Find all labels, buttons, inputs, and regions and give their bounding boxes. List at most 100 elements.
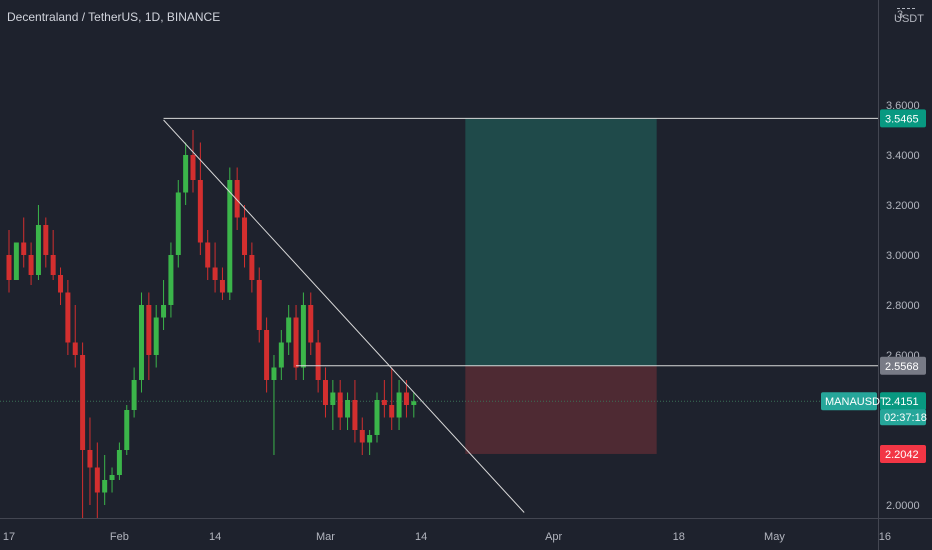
candle-body xyxy=(286,317,292,343)
candle-body xyxy=(43,225,49,255)
price-tag-box xyxy=(880,356,926,375)
target-price-tag: 3.5465 xyxy=(880,109,926,128)
candle-body xyxy=(138,305,144,380)
candle-body xyxy=(13,242,19,280)
candle-body xyxy=(234,180,240,218)
candles xyxy=(6,130,417,518)
candle-body xyxy=(175,192,181,255)
x-tick-label: 17 xyxy=(3,531,15,543)
candle-body xyxy=(337,392,343,418)
candle-body xyxy=(256,280,262,330)
x-tick-label: 16 xyxy=(879,531,891,543)
candle-body xyxy=(278,342,284,368)
y-tick-label: 2.0000 xyxy=(886,500,920,512)
x-tick-label: May xyxy=(764,531,785,543)
candle-body xyxy=(124,410,130,450)
plot-area[interactable] xyxy=(0,117,878,550)
x-tick-label: Feb xyxy=(110,531,129,543)
price-tag-box xyxy=(880,444,926,463)
candle-body xyxy=(396,392,402,418)
x-tick-label: 18 xyxy=(673,531,685,543)
price-tag-text: 2.4151 xyxy=(885,396,919,408)
candle-body xyxy=(219,280,225,293)
candle-body xyxy=(58,275,64,293)
candle-body xyxy=(168,255,174,305)
price-tag-text: 2.5568 xyxy=(885,361,919,373)
candle-body xyxy=(28,255,34,275)
loss-zone[interactable] xyxy=(465,365,657,454)
candle-body xyxy=(330,392,336,405)
entry-price-tag: 2.5568 xyxy=(880,356,926,375)
candle-body xyxy=(190,155,196,180)
candle-body xyxy=(264,330,270,380)
candle-body xyxy=(271,367,277,380)
candle-body xyxy=(21,242,27,255)
profit-zone[interactable] xyxy=(465,118,657,366)
current-price-tag: 2.4151 xyxy=(880,392,926,411)
countdown-tag: 02:37:18 xyxy=(880,409,927,426)
candle-body xyxy=(359,430,365,443)
price-tag-box xyxy=(880,392,926,411)
candle-body xyxy=(242,217,248,255)
candle-body xyxy=(374,400,380,435)
candle-body xyxy=(35,225,41,275)
y-tick-label: 2.8000 xyxy=(886,300,920,312)
candle-body xyxy=(411,401,417,405)
time-axis[interactable]: 17Feb14Mar14Apr18May16Jun xyxy=(3,531,932,543)
countdown-text: 02:37:18 xyxy=(884,412,927,424)
candle-body xyxy=(153,317,159,355)
candle-body xyxy=(65,292,71,343)
price-tag-text: 3.5465 xyxy=(885,113,919,125)
candle-body xyxy=(72,342,78,355)
candle-body xyxy=(161,305,167,318)
x-tick-label: 14 xyxy=(209,531,221,543)
candle-body xyxy=(389,405,395,418)
symbol-label-text: MANAUSDT xyxy=(825,396,887,408)
y-tick-label: 3 xyxy=(897,9,903,21)
candle-body xyxy=(315,342,321,380)
candle-body xyxy=(94,467,100,493)
candle-body xyxy=(6,255,12,280)
x-tick-label: 14 xyxy=(415,531,427,543)
candle-body xyxy=(212,267,218,280)
candle-body xyxy=(403,392,409,405)
candle-body xyxy=(131,380,137,410)
candle-body xyxy=(183,155,189,193)
candle-body xyxy=(197,180,203,243)
candle-body xyxy=(249,255,255,280)
y-tick-label: 3.0000 xyxy=(886,250,920,262)
y-tick-label: 3.4000 xyxy=(886,150,920,162)
y-tick-label: 3.2000 xyxy=(886,200,920,212)
candle-body xyxy=(109,475,115,480)
candle-body xyxy=(80,355,86,450)
candle-body xyxy=(102,480,108,493)
trendline[interactable] xyxy=(163,119,525,513)
symbol-label-box xyxy=(821,392,877,411)
price-tag-text: 2.2042 xyxy=(885,449,919,461)
candle-body xyxy=(205,242,211,268)
candle-body xyxy=(146,305,152,355)
candle-body xyxy=(87,450,93,468)
candle-body xyxy=(227,180,233,293)
countdown-box xyxy=(880,409,926,426)
candle-body xyxy=(116,450,122,475)
candle-body xyxy=(50,255,56,275)
currency-label: USDT xyxy=(894,13,924,25)
x-tick-label: Mar xyxy=(316,531,335,543)
chart-title: Decentraland / TetherUS, 1D, BINANCE xyxy=(7,10,221,24)
candle-body xyxy=(308,305,314,343)
symbol-label: MANAUSDT xyxy=(821,392,887,411)
y-tick-label: 3.6000 xyxy=(886,100,920,112)
candle-body xyxy=(352,400,358,430)
candle-body xyxy=(293,317,299,368)
candle-body xyxy=(322,380,328,405)
price-tag-box xyxy=(880,109,926,128)
candle-body xyxy=(381,400,387,405)
candle-body xyxy=(367,435,373,443)
candle-body xyxy=(345,400,351,418)
x-tick-label: Apr xyxy=(545,531,562,543)
candle-body xyxy=(300,305,306,368)
stop-price-tag: 2.2042 xyxy=(880,444,926,463)
